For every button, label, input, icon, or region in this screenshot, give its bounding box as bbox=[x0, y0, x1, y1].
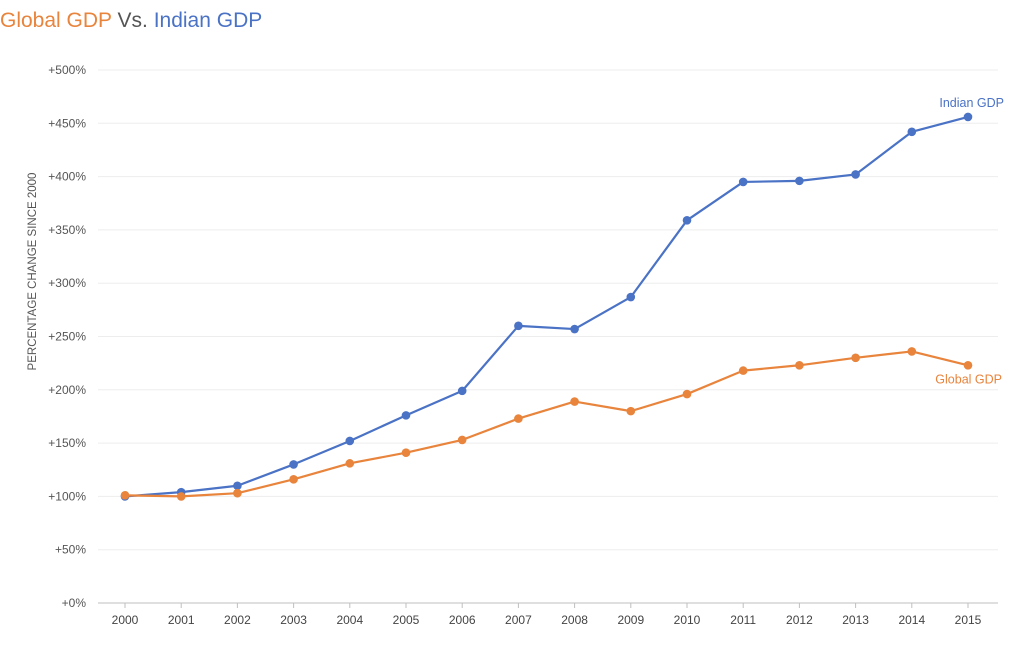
y-tick-label: +300% bbox=[48, 276, 86, 290]
data-point bbox=[907, 127, 917, 137]
y-axis-title: PERCENTAGE CHANGE SINCE 2000 bbox=[27, 173, 39, 371]
data-point bbox=[907, 347, 917, 356]
data-point bbox=[401, 448, 411, 457]
data-point bbox=[626, 292, 636, 302]
x-tick-label: 2008 bbox=[561, 613, 588, 627]
x-tick-label: 2011 bbox=[730, 613, 756, 627]
x-tick-label: 2015 bbox=[955, 613, 982, 627]
chart-title: Global GDP Vs. Indian GDP bbox=[0, 9, 262, 32]
x-tick-label: 2006 bbox=[449, 613, 476, 627]
series-label: Global GDP bbox=[935, 372, 1002, 386]
data-point bbox=[233, 481, 242, 491]
data-point bbox=[851, 353, 860, 363]
data-point bbox=[851, 170, 860, 179]
data-point bbox=[570, 324, 579, 334]
data-point bbox=[401, 411, 411, 420]
x-tick-label: 2009 bbox=[617, 613, 644, 627]
x-tick-label: 2004 bbox=[336, 613, 363, 627]
x-tick-label: 2012 bbox=[786, 613, 813, 627]
data-point bbox=[289, 475, 298, 484]
chart-title-part: Global GDP bbox=[0, 9, 112, 32]
series-line-indian-gdp bbox=[124, 115, 969, 498]
y-tick-label: +450% bbox=[48, 116, 86, 130]
x-tick-label: 2014 bbox=[898, 613, 925, 627]
data-point bbox=[963, 112, 973, 122]
data-point bbox=[345, 459, 355, 468]
data-point bbox=[626, 406, 636, 416]
data-point bbox=[120, 491, 130, 500]
data-point bbox=[514, 414, 523, 423]
data-point bbox=[176, 492, 186, 501]
y-tick-label: +500% bbox=[48, 63, 86, 77]
data-point bbox=[682, 389, 692, 399]
data-point bbox=[345, 436, 355, 446]
data-point bbox=[457, 435, 467, 445]
y-tick-label: +50% bbox=[55, 543, 86, 557]
x-tick-label: 2007 bbox=[505, 613, 532, 627]
series-label: Indian GDP bbox=[939, 96, 1004, 110]
x-tick-label: 2001 bbox=[168, 613, 195, 627]
data-point bbox=[457, 386, 467, 396]
x-tick-label: 2010 bbox=[674, 613, 701, 627]
y-tick-label: +350% bbox=[48, 223, 86, 237]
y-tick-label: +250% bbox=[48, 330, 86, 344]
data-point bbox=[514, 321, 523, 331]
data-point bbox=[738, 177, 748, 187]
data-point bbox=[963, 360, 973, 370]
x-tick-label: 2002 bbox=[224, 613, 251, 627]
data-point bbox=[289, 460, 298, 469]
y-tick-label: +150% bbox=[48, 436, 86, 450]
data-point bbox=[570, 397, 579, 406]
y-tick-label: +400% bbox=[48, 170, 86, 184]
data-point bbox=[233, 488, 242, 498]
data-point bbox=[738, 366, 748, 375]
x-tick-label: 2000 bbox=[112, 613, 139, 627]
y-tick-label: +100% bbox=[48, 489, 86, 503]
y-tick-label: +0% bbox=[62, 596, 87, 610]
y-tick-label: +200% bbox=[48, 383, 86, 397]
series-line-global-gdp bbox=[124, 350, 969, 498]
x-tick-label: 2003 bbox=[280, 613, 307, 627]
chart-title-part: Vs. bbox=[112, 9, 154, 32]
chart-title-part: Indian GDP bbox=[154, 9, 263, 32]
x-tick-label: 2005 bbox=[393, 613, 420, 627]
data-point bbox=[795, 360, 804, 370]
data-point bbox=[682, 216, 692, 225]
x-tick-label: 2013 bbox=[842, 613, 869, 627]
data-point bbox=[795, 176, 804, 186]
